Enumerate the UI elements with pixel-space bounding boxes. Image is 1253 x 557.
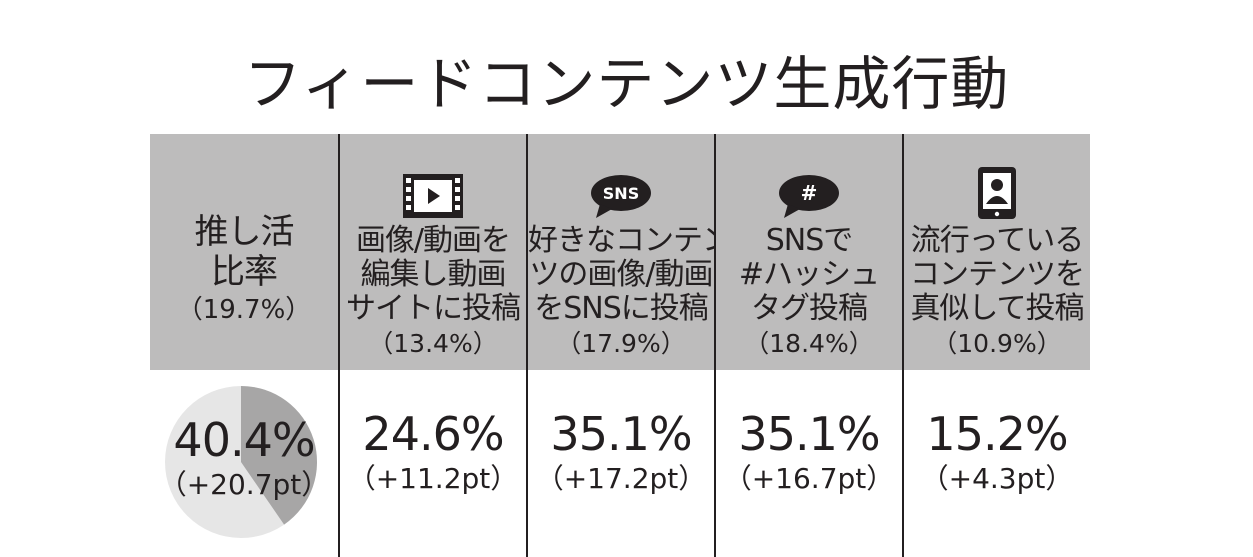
base-rate: （19.7%） [176, 295, 312, 325]
column-header: SNS 好きなコンテン ツの画像/動画 をSNSに投稿 （17.9%） [528, 134, 732, 370]
column-label: 流行っている コンテンツを 真似して投稿 [910, 223, 1085, 326]
value-label: 35.1% [738, 407, 880, 461]
delta-label: （+4.3pt） [920, 462, 1074, 495]
column-label: 好きなコンテン ツの画像/動画 をSNSに投稿 [528, 223, 732, 326]
column-header: 流行っている コンテンツを 真似して投稿 （10.9%） [904, 134, 1090, 370]
value-label: 15.2% [926, 407, 1068, 461]
hashtag-speech-bubble-icon: # [779, 175, 839, 218]
column-video-edit-post: 画像/動画を 編集し動画 サイトに投稿 （13.4%） 24.6% （+11.2… [338, 134, 526, 557]
column-trend-imitation-post: 流行っている コンテンツを 真似して投稿 （10.9%） 15.2% （+4.3… [902, 134, 1090, 557]
column-header: # SNSで #ハッシュ タグ投稿 （18.4%） [716, 134, 902, 370]
value-label: 40.4% [173, 413, 315, 467]
delta-label: （+11.2pt） [347, 462, 519, 495]
delta-label: （+17.2pt） [535, 462, 707, 495]
column-body: 40.4% （+20.7pt） [150, 370, 338, 557]
column-sns-post: SNS 好きなコンテン ツの画像/動画 をSNSに投稿 （17.9%） 35.1… [526, 134, 732, 557]
column-hashtag-post: # SNSで #ハッシュ タグ投稿 （18.4%） 35.1% （+16.7pt… [714, 134, 902, 557]
value-label: 35.1% [550, 407, 692, 461]
film-strip-play-icon [403, 174, 463, 218]
column-label: 推し活 比率 [194, 212, 295, 292]
pie-value-slice [241, 386, 317, 525]
delta-label: （+16.7pt） [723, 462, 895, 495]
column-label: SNSで #ハッシュ タグ投稿 [738, 223, 880, 326]
column-body: 15.2% （+4.3pt） [904, 370, 1090, 557]
tablet-user-icon [978, 167, 1016, 219]
column-body: 24.6% （+11.2pt） [340, 370, 526, 557]
column-header: 推し活 比率 （19.7%） [150, 134, 338, 370]
value-label: 24.6% [362, 407, 504, 461]
chart-title: フィードコンテンツ生成行動 [243, 50, 1010, 118]
base-rate: （10.9%） [932, 329, 1062, 358]
column-body: 35.1% （+16.7pt） [716, 370, 902, 557]
sns-speech-bubble-icon: SNS [591, 175, 651, 218]
delta-label: （+20.7pt） [158, 468, 330, 501]
base-rate: （13.4%） [368, 329, 498, 358]
comparison-table: 推し活 比率 （19.7%） 40.4% （+20.7pt） [150, 134, 1090, 557]
hashtag-icon-text: # [801, 181, 818, 205]
sns-icon-text: SNS [603, 184, 639, 203]
base-rate: （17.9%） [556, 329, 686, 358]
column-oshikatsu-ratio: 推し活 比率 （19.7%） 40.4% （+20.7pt） [150, 134, 338, 557]
column-header: 画像/動画を 編集し動画 サイトに投稿 （13.4%） [340, 134, 526, 370]
column-label: 画像/動画を 編集し動画 サイトに投稿 [346, 223, 521, 326]
column-body: 35.1% （+17.2pt） [528, 370, 714, 557]
pie-chart [165, 386, 317, 538]
base-rate: （18.4%） [744, 329, 874, 358]
